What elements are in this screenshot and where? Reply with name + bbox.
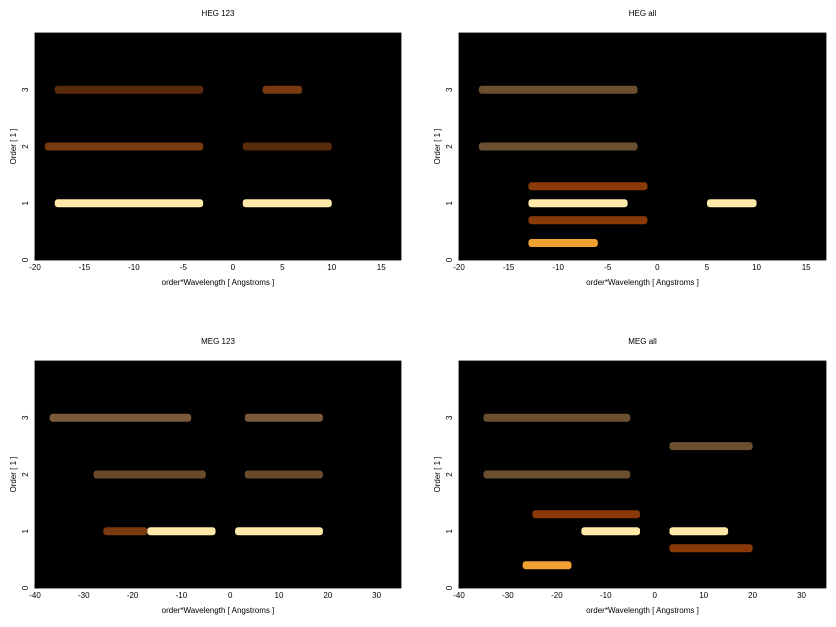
panel-title: HEG all [629,9,657,18]
y-tick-label: 0 [21,257,30,262]
x-tick-label: -20 [551,591,563,600]
x-tick-label: 20 [748,591,757,600]
y-tick-label: 0 [445,257,454,262]
streak [49,413,192,422]
streak [669,527,729,536]
x-tick-label: -10 [552,263,564,272]
streak [528,182,648,191]
x-tick-label: -40 [453,591,465,600]
x-tick-label: -15 [79,263,91,272]
streak [483,413,631,422]
x-tick-label: -20 [453,263,465,272]
y-tick-label: 3 [445,87,454,92]
streak [244,470,323,479]
x-tick-label: -15 [503,263,515,272]
x-tick-label: 0 [655,263,660,272]
x-axis-label: order*Wavelength [ Angstroms ] [162,606,275,615]
streak [54,85,204,94]
x-tick-label: -5 [180,263,188,272]
x-tick-label: -10 [176,591,188,600]
streak [103,527,148,536]
x-tick-label: -20 [29,263,41,272]
y-tick-label: 3 [21,87,30,92]
x-tick-label: -40 [29,591,41,600]
streak [262,85,303,94]
panel-title: HEG 123 [202,9,235,18]
x-tick-label: 5 [280,263,285,272]
y-tick-label: 2 [21,144,30,149]
x-tick-label: -30 [78,591,90,600]
x-tick-label: -30 [502,591,514,600]
panel-title: MEG 123 [201,337,235,346]
y-axis-label: Order [ 1 ] [433,456,442,492]
x-tick-label: -10 [128,263,140,272]
streak [44,142,204,151]
y-axis-label: Order [ 1 ] [433,128,442,164]
x-tick-label: 10 [275,591,284,600]
y-tick-label: 2 [21,472,30,477]
plot-frame [34,360,402,589]
x-tick-label: 0 [653,591,658,600]
x-axis-label: order*Wavelength [ Angstroms ] [586,278,699,287]
y-axis-label: Order [ 1 ] [9,456,18,492]
y-axis-label: Order [ 1 ] [9,128,18,164]
y-tick-label: 2 [445,144,454,149]
y-tick-label: 3 [445,415,454,420]
streak [669,442,753,451]
y-tick-label: 3 [21,415,30,420]
x-tick-label: 20 [323,591,332,600]
x-tick-label: 0 [231,263,236,272]
plot-frame [34,32,402,261]
x-tick-label: 10 [327,263,336,272]
streak [528,199,628,208]
panel-title: MEG all [628,337,657,346]
streak [532,510,641,519]
streak [478,142,638,151]
streak [242,199,332,208]
streak [93,470,206,479]
x-tick-label: 30 [372,591,381,600]
x-tick-label: 5 [705,263,710,272]
x-tick-label: 15 [802,263,811,272]
y-tick-label: 1 [445,200,454,205]
streak [581,527,641,536]
x-tick-label: 10 [752,263,761,272]
x-tick-label: -10 [600,591,612,600]
plot-frame [458,360,827,589]
streak [235,527,323,536]
x-tick-label: 0 [228,591,233,600]
x-axis-label: order*Wavelength [ Angstroms ] [586,606,699,615]
plot-frame [458,32,827,261]
streak [244,413,323,422]
streak [706,199,757,208]
x-tick-label: -20 [127,591,139,600]
streak [669,544,753,553]
x-tick-label: 30 [797,591,806,600]
y-tick-label: 1 [21,200,30,205]
y-tick-label: 1 [21,528,30,533]
y-tick-label: 2 [445,472,454,477]
y-tick-label: 0 [21,585,30,590]
plot-area [35,361,401,588]
x-tick-label: 10 [699,591,708,600]
streak [522,561,572,570]
streak [478,85,638,94]
streak [528,238,598,247]
streak [242,142,332,151]
x-axis-label: order*Wavelength [ Angstroms ] [162,278,275,287]
y-tick-label: 1 [445,528,454,533]
streak [483,470,631,479]
streak [147,527,216,536]
y-tick-label: 0 [445,585,454,590]
streak [528,216,648,225]
streak [54,199,204,208]
x-tick-label: -5 [604,263,612,272]
x-tick-label: 15 [377,263,386,272]
